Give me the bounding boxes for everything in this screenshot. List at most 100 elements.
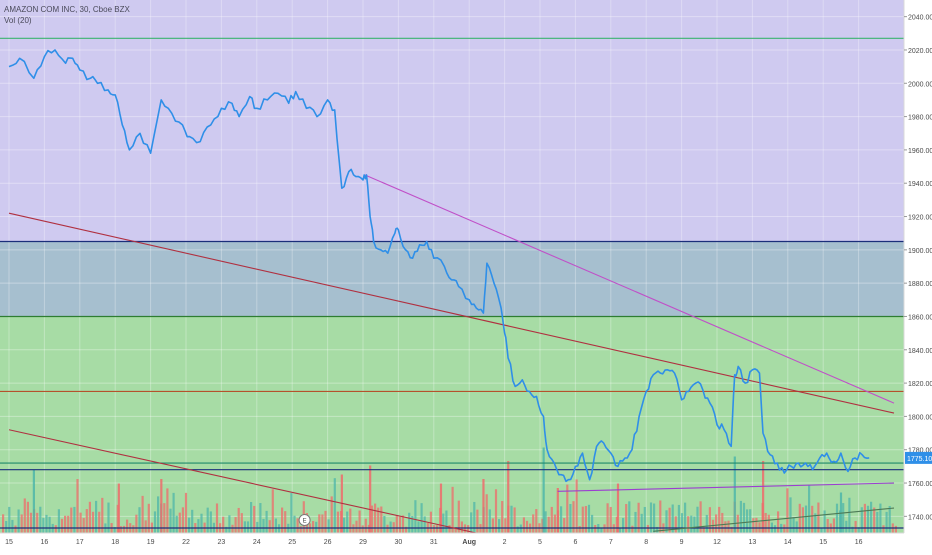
- volume-bar: [643, 506, 646, 533]
- volume-bar: [420, 503, 423, 533]
- volume-bar: [563, 518, 566, 533]
- volume-bar: [117, 483, 120, 533]
- trendline[interactable]: [653, 507, 895, 532]
- time-tick-label: 15: [819, 539, 827, 546]
- volume-bar: [361, 525, 364, 533]
- volume-bar: [628, 501, 631, 533]
- volume-bars: [2, 447, 897, 533]
- volume-bar: [178, 512, 181, 533]
- volume-bar: [364, 518, 367, 533]
- volume-bar: [436, 525, 439, 533]
- symbol-title: AMAZON COM INC, 30, Cboe BZX: [4, 5, 130, 14]
- volume-bar: [501, 501, 504, 533]
- volume-bar: [783, 524, 786, 533]
- volume-bar: [60, 518, 64, 533]
- price-series: [8, 49, 870, 483]
- volume-bar: [135, 514, 138, 533]
- volume-bar: [752, 518, 755, 533]
- volume-bar: [20, 514, 23, 533]
- volume-bar: [271, 489, 274, 533]
- trendline[interactable]: [557, 482, 895, 492]
- volume-bar: [609, 506, 612, 533]
- volume-bar: [808, 485, 811, 533]
- time-tick-label: 7: [609, 539, 613, 546]
- volume-bar: [622, 517, 625, 533]
- price-tick-label: 1880.00: [908, 281, 932, 288]
- time-tick-label: 16: [855, 539, 863, 546]
- volume-bar: [274, 518, 277, 533]
- volume-bar: [789, 497, 792, 533]
- volume-bar: [516, 526, 519, 533]
- volume-bar: [48, 516, 51, 533]
- volume-bar: [488, 509, 491, 533]
- volume-bar: [11, 519, 14, 533]
- volume-bar: [405, 526, 408, 533]
- volume-bar: [98, 511, 101, 533]
- volume-bar: [473, 501, 476, 533]
- price-scale: 2040.00 2020.00 2000.00 1980.00 1960.00 1940.…: [903, 0, 932, 550]
- time-tick-label: 14: [784, 539, 792, 546]
- volume-bar: [820, 527, 823, 533]
- volume-bar: [463, 524, 467, 533]
- volume-indicator-label[interactable]: Vol (20): [4, 16, 32, 25]
- volume-bar: [591, 514, 594, 533]
- volume-bar: [634, 511, 637, 533]
- volume-bar: [736, 514, 739, 533]
- volume-bar: [711, 519, 715, 533]
- volume-bar: [581, 506, 584, 533]
- volume-bar: [315, 521, 318, 533]
- current-price-label: 1775.10: [907, 456, 932, 463]
- volume-bar: [29, 512, 33, 533]
- volume-bar: [637, 502, 640, 533]
- volume-bar: [85, 509, 88, 533]
- volume-bar: [222, 516, 225, 533]
- volume-bar: [525, 520, 529, 533]
- volume-bar: [380, 506, 383, 533]
- time-tick-label: 18: [111, 539, 119, 546]
- volume-bar: [730, 526, 733, 533]
- time-tick-label: 19: [147, 539, 155, 546]
- volume-bar: [417, 521, 420, 533]
- volume-bar: [290, 493, 293, 533]
- trendlines: [8, 174, 895, 534]
- volume-bar: [510, 505, 513, 533]
- volume-bar: [674, 516, 677, 533]
- volume-bar: [411, 516, 414, 533]
- volume-bar: [451, 486, 454, 533]
- volume-bar: [76, 479, 79, 533]
- time-tick-label: 2: [503, 539, 507, 546]
- earnings-marker-icon[interactable]: [298, 514, 311, 526]
- volume-bar: [733, 456, 736, 533]
- volume-bar: [522, 517, 525, 533]
- volume-bar: [826, 519, 829, 533]
- volume-bar: [2, 514, 5, 533]
- volume-bar: [395, 515, 398, 533]
- time-tick-label: 5: [538, 539, 542, 546]
- volume-bar: [73, 506, 76, 533]
- volume-bar: [370, 505, 374, 533]
- price-tick-label: 2020.00: [908, 48, 932, 55]
- volume-bar: [482, 479, 485, 533]
- trendline[interactable]: [364, 174, 895, 404]
- volume-bar: [429, 511, 432, 533]
- trendline[interactable]: [8, 212, 895, 414]
- time-tick-label: 22: [182, 539, 190, 546]
- volume-bar: [718, 506, 721, 533]
- price-tick-label: 1840.00: [908, 348, 932, 355]
- volume-bar: [742, 502, 746, 533]
- volume-bar: [885, 511, 888, 533]
- volume-bar: [45, 514, 48, 533]
- volume-bar: [656, 526, 659, 533]
- price-line[interactable]: [8, 49, 870, 483]
- trendline[interactable]: [8, 429, 477, 534]
- volume-bar: [560, 506, 563, 533]
- price-zone: [0, 241, 904, 317]
- volume-bar: [358, 510, 361, 533]
- volume-bar: [157, 496, 160, 533]
- time-tick-label: 25: [288, 539, 296, 546]
- volume-bar: [507, 461, 510, 533]
- price-tick-label: 1940.00: [908, 181, 932, 188]
- volume-bar: [746, 509, 749, 533]
